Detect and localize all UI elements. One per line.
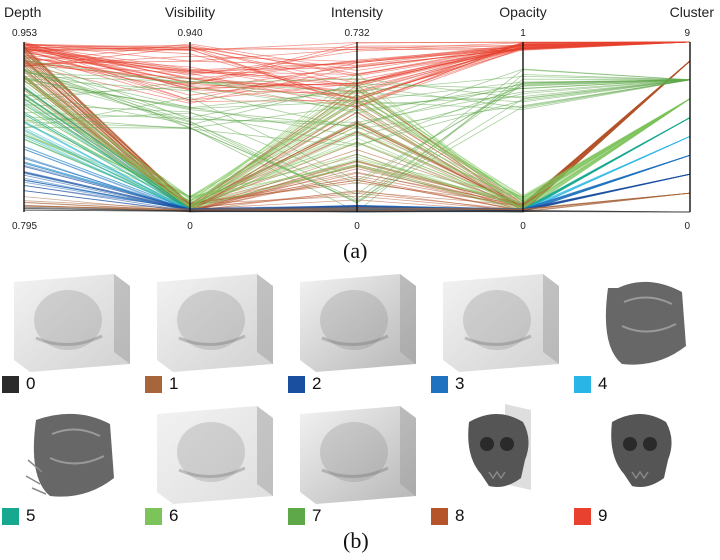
cluster-label: 6 [169, 506, 179, 525]
cluster-label: 4 [598, 374, 608, 393]
axes-layer [23, 42, 691, 212]
cluster-thumbnail [6, 400, 134, 506]
axis-max-label: 0.732 [344, 28, 369, 39]
axis-max-label: 0.953 [12, 28, 37, 39]
axis-min-label: 0 [520, 221, 526, 232]
cluster-thumbnail [435, 268, 563, 374]
cluster-label: 9 [598, 506, 608, 525]
volume-cube-thumbnail [300, 406, 416, 504]
cluster-label: 8 [455, 506, 465, 525]
axis-max-label: 1 [520, 28, 526, 39]
cluster-color-swatch [145, 376, 162, 393]
cluster-cell-6: 6 [143, 400, 283, 528]
cluster-thumbnail [292, 400, 420, 506]
head-volume-thumbnail [605, 281, 686, 365]
cluster-thumbnail [149, 400, 277, 506]
cluster-color-swatch [2, 376, 19, 393]
axis-title-depth: Depth [4, 4, 41, 20]
cluster-cell-9: 9 [572, 400, 712, 528]
cluster-color-swatch [145, 508, 162, 525]
cluster-thumbnail-grid: 0 1 2 3 4 5 6 7 8 9 [0, 268, 720, 526]
volume-cube-thumbnail [14, 274, 130, 372]
axis-title-intensity: Intensity [331, 4, 383, 20]
volume-cube-thumbnail [157, 406, 273, 504]
head-volume-thumbnail [25, 413, 114, 497]
volume-cube-thumbnail [300, 274, 416, 372]
axis-title-opacity: Opacity [499, 4, 546, 20]
skull-thumbnail [468, 404, 531, 490]
cluster-color-swatch [288, 508, 305, 525]
cluster-label: 1 [169, 374, 179, 393]
cluster-color-swatch [288, 376, 305, 393]
axis-labels-layer: Depth 0.953 0.795 Visibility 0.940 0 Intensity… [4, 4, 714, 232]
axis-max-label: 9 [684, 28, 690, 39]
cluster-label: 0 [26, 374, 36, 393]
cluster-cell-2: 2 [286, 268, 426, 396]
panel-caption-a: (a) [343, 238, 368, 263]
cluster-label: 2 [312, 374, 322, 393]
cluster-color-swatch [431, 508, 448, 525]
cluster-label: 7 [312, 506, 322, 525]
axis-title-visibility: Visibility [165, 4, 215, 20]
cluster-thumbnail [435, 400, 563, 506]
panel-caption-b: (b) [343, 528, 369, 553]
axis-max-label: 0.940 [177, 28, 202, 39]
cluster-thumbnail [578, 268, 706, 374]
cluster-thumbnail [292, 268, 420, 374]
axis-min-label: 0 [684, 221, 690, 232]
axis-min-label: 0.795 [12, 221, 37, 232]
cluster-label: 5 [26, 506, 36, 525]
axis-min-label: 0 [354, 221, 360, 232]
cluster-cell-7: 7 [286, 400, 426, 528]
cluster-color-swatch [431, 376, 448, 393]
cluster-label: 3 [455, 374, 465, 393]
cluster-color-swatch [574, 508, 591, 525]
skull-thumbnail [611, 414, 672, 487]
cluster-cell-5: 5 [0, 400, 140, 528]
cluster-thumbnail [6, 268, 134, 374]
cluster-thumbnail [578, 400, 706, 506]
cluster-thumbnail [149, 268, 277, 374]
cluster-color-swatch [2, 508, 19, 525]
volume-cube-thumbnail [443, 274, 559, 372]
cluster-cell-4: 4 [572, 268, 712, 396]
volume-cube-thumbnail [157, 274, 273, 372]
cluster-cell-3: 3 [429, 268, 569, 396]
axis-min-label: 0 [187, 221, 193, 232]
cluster-cell-1: 1 [143, 268, 283, 396]
parallel-coordinates-plot: Depth 0.953 0.795 Visibility 0.940 0 Intensity… [4, 4, 714, 232]
cluster-color-swatch [574, 376, 591, 393]
cluster-cell-8: 8 [429, 400, 569, 528]
axis-title-cluster: Cluster [670, 4, 715, 20]
cluster-cell-0: 0 [0, 268, 140, 396]
